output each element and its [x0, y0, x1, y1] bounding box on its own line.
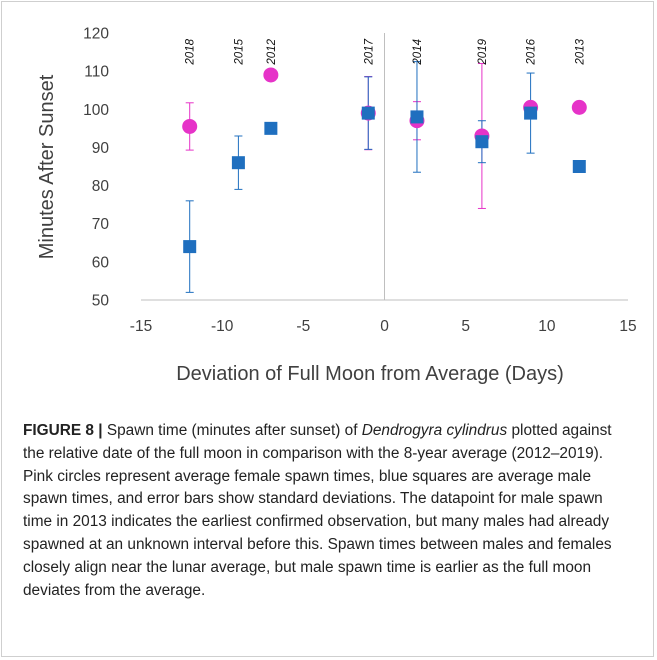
male-spawn-square [231, 156, 245, 170]
year-label: 2013 [574, 38, 586, 65]
caption-text-2: plotted against the relative date of the… [23, 422, 612, 599]
chart-labels: Deviation of Full Moon from Average (Day… [36, 38, 586, 385]
male-spawn-square [264, 121, 278, 135]
y-tick-label: 50 [92, 293, 110, 310]
male-spawn-square [183, 240, 197, 254]
year-label: 2016 [526, 38, 538, 65]
caption-label: FIGURE 8 | [23, 422, 103, 439]
y-axis-title: Minutes After Sunset [36, 74, 58, 259]
y-tick-label: 70 [92, 216, 110, 233]
male-spawn-square [361, 106, 375, 120]
chart-axes: -15 -10 -5 0 5 10 15 50 60 70 80 90 100 110 120 [83, 26, 637, 336]
chart: -15 -10 -5 0 5 10 15 50 60 70 80 90 100 110 120 Deviat… [36, 26, 637, 386]
x-tick-label: 0 [380, 318, 389, 335]
y-tick-label: 60 [92, 254, 110, 271]
year-label: 2012 [266, 38, 278, 65]
year-label: 2015 [233, 38, 245, 65]
x-tick-label: -5 [296, 318, 310, 335]
year-label: 2014 [412, 39, 424, 66]
male-spawn-square [475, 135, 489, 149]
figure-caption: FIGURE 8 | Spawn time (minutes after sun… [23, 420, 633, 602]
year-label: 2019 [477, 38, 489, 65]
x-tick-label: -10 [211, 318, 234, 335]
year-label: 2017 [363, 38, 375, 65]
female-spawn-circle [182, 118, 198, 134]
caption-text-1: Spawn time (minutes after sunset) of [102, 422, 362, 439]
y-tick-label: 90 [92, 140, 110, 157]
x-tick-label: 10 [538, 318, 556, 335]
female-spawn-circle [263, 67, 279, 83]
y-tick-label: 100 [83, 102, 109, 119]
caption-species: Dendrogyra cylindrus [361, 422, 508, 439]
y-tick-label: 120 [83, 26, 109, 43]
male-spawn-square [524, 106, 538, 120]
data-markers [182, 67, 587, 254]
x-tick-label: 5 [461, 318, 470, 335]
y-tick-label: 80 [92, 178, 110, 195]
x-tick-label: -15 [130, 318, 152, 335]
year-label: 2018 [185, 38, 197, 65]
x-axis-title: Deviation of Full Moon from Average (Day… [176, 363, 564, 385]
error-bars [185, 61, 535, 293]
male-spawn-square [572, 160, 586, 173]
female-spawn-circle [571, 99, 587, 115]
y-tick-label: 110 [84, 64, 109, 81]
x-tick-label: 15 [619, 318, 636, 335]
male-spawn-square [410, 110, 424, 124]
